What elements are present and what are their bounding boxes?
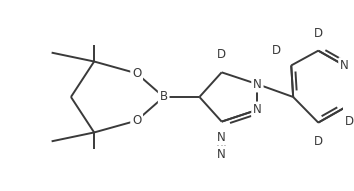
- Text: O: O: [132, 67, 141, 80]
- Text: D: D: [272, 44, 281, 57]
- Text: N: N: [217, 131, 226, 144]
- Text: D: D: [345, 115, 354, 128]
- Text: D: D: [314, 28, 323, 40]
- Text: N: N: [340, 59, 349, 72]
- Text: B: B: [160, 91, 168, 104]
- Text: N: N: [253, 78, 262, 91]
- Text: D: D: [314, 135, 323, 148]
- Text: N: N: [253, 103, 262, 116]
- Text: O: O: [132, 114, 141, 127]
- Text: N: N: [217, 148, 226, 161]
- Text: D: D: [217, 48, 226, 61]
